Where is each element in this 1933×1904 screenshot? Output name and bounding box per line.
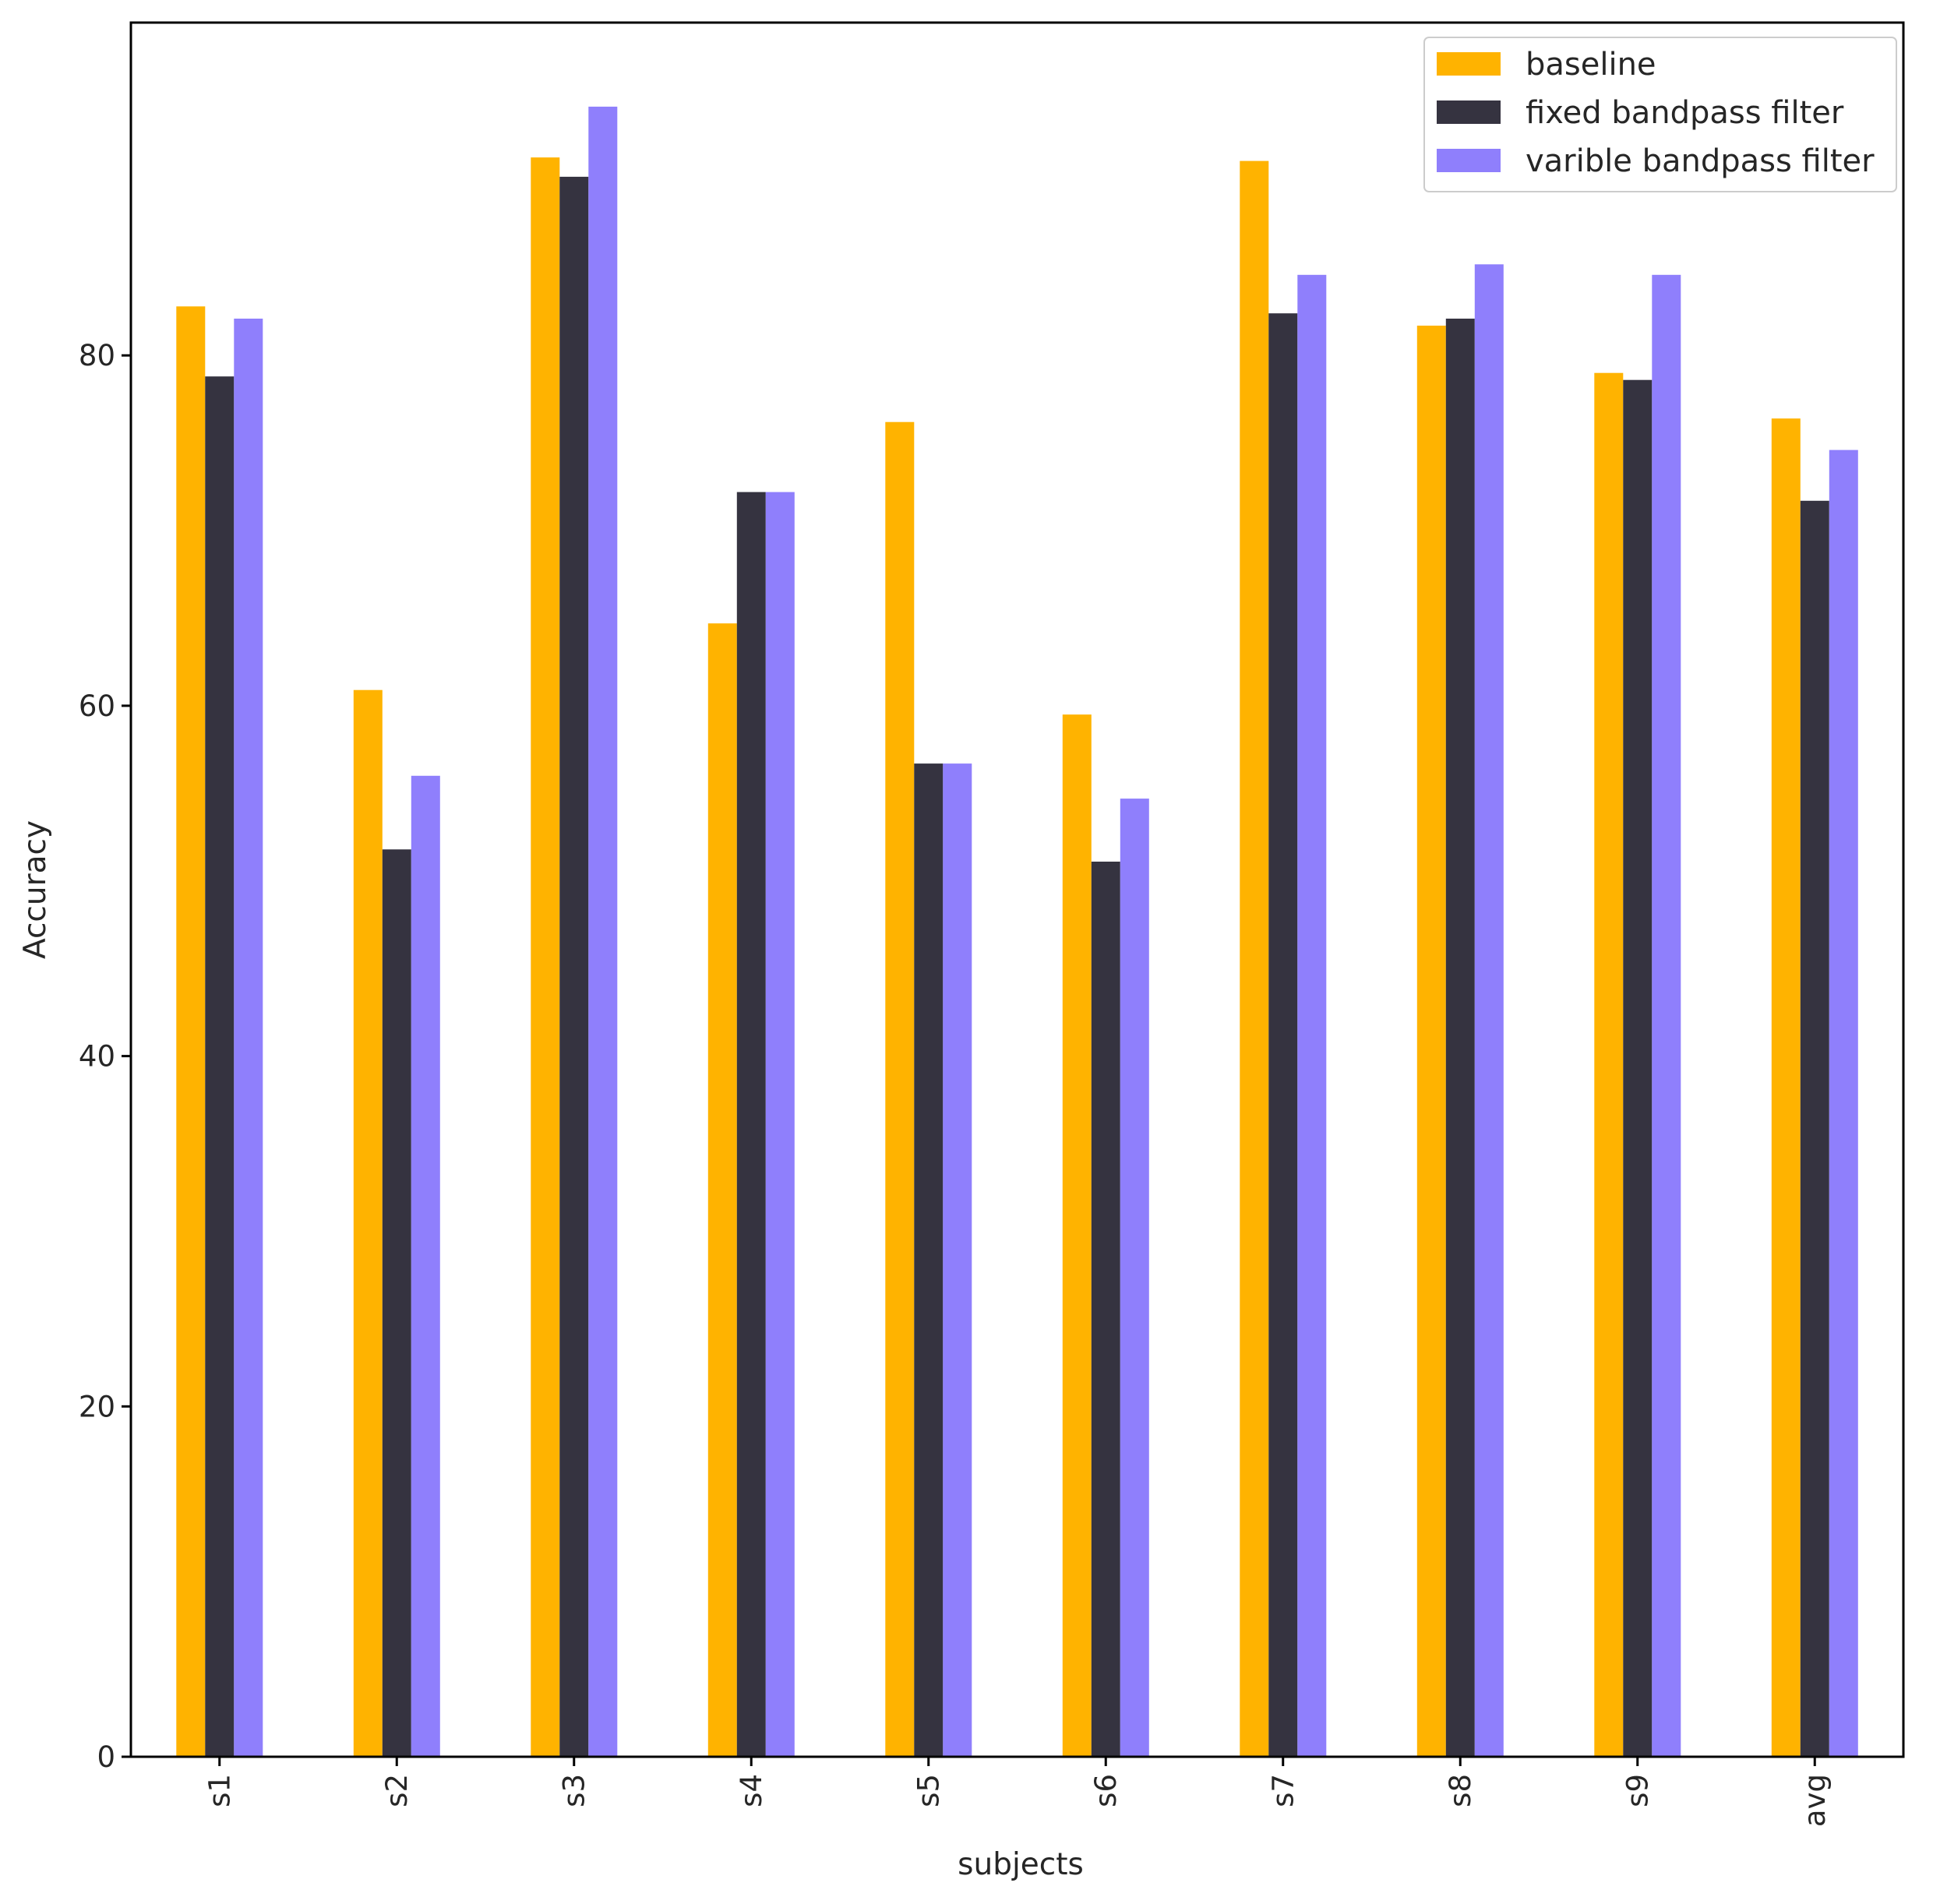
bar-s6-baseline <box>1062 714 1092 1758</box>
y-tick-label: 40 <box>79 1040 115 1074</box>
bar-s7-varible-bandpass-filter <box>1297 274 1327 1757</box>
y-axis-title: Accuracy <box>18 820 53 959</box>
y-tick-label: 80 <box>79 339 115 372</box>
bar-s6-fixed-bandpass-filter <box>1091 862 1120 1757</box>
bar-s8-fixed-bandpass-filter <box>1445 319 1475 1757</box>
y-tick-label: 60 <box>79 689 115 723</box>
legend: baseline fixed bandpass filter varible ban… <box>1423 37 1897 192</box>
y-tick-label: 20 <box>79 1390 115 1423</box>
bar-s2-varible-bandpass-filter <box>411 775 440 1757</box>
bar-s2-fixed-bandpass-filter <box>382 849 411 1757</box>
legend-box <box>1423 37 1897 192</box>
bar-s5-varible-bandpass-filter <box>943 763 972 1757</box>
bar-s9-varible-bandpass-filter <box>1652 274 1681 1757</box>
bar-s1-varible-bandpass-filter <box>234 319 263 1757</box>
bar-s1-fixed-bandpass-filter <box>205 376 235 1758</box>
legend-swatch <box>1437 52 1501 76</box>
bar-s6-varible-bandpass-filter <box>1120 799 1149 1757</box>
x-axis: s1 s2 s3 s4 s5 s6 s7 s8 s9 avg <box>203 1757 1832 1827</box>
x-tick-label: s8 <box>1444 1774 1477 1807</box>
x-tick-label: s1 <box>203 1774 236 1807</box>
legend-label: baseline <box>1526 47 1656 83</box>
x-axis-title: subjects <box>958 1847 1084 1882</box>
bar-s3-fixed-bandpass-filter <box>559 176 589 1757</box>
x-tick-label: s4 <box>735 1774 768 1807</box>
bar-s8-baseline <box>1416 326 1446 1757</box>
plot-area-frame <box>129 21 1905 1758</box>
legend-label: varible bandpass filter <box>1526 143 1875 179</box>
bar-s3-baseline <box>531 157 560 1757</box>
y-tick-label: 0 <box>97 1740 115 1774</box>
bar-s2-baseline <box>353 689 383 1758</box>
bar-s8-varible-bandpass-filter <box>1474 264 1504 1757</box>
bar-s9-fixed-bandpass-filter <box>1623 379 1653 1758</box>
x-tick-label: s5 <box>912 1774 945 1807</box>
bar-s5-fixed-bandpass-filter <box>914 763 944 1757</box>
bar-s4-baseline <box>707 623 737 1758</box>
legend-swatch <box>1437 100 1501 124</box>
x-tick-label: s2 <box>380 1774 414 1807</box>
bar-s3-varible-bandpass-filter <box>588 106 618 1758</box>
x-tick-label: s3 <box>557 1774 591 1807</box>
bar-s7-fixed-bandpass-filter <box>1268 313 1298 1758</box>
x-tick-label: s7 <box>1266 1774 1300 1807</box>
bar-avg-varible-bandpass-filter <box>1829 450 1858 1757</box>
bar-avg-fixed-bandpass-filter <box>1800 500 1829 1757</box>
bar-s4-varible-bandpass-filter <box>765 492 795 1757</box>
x-tick-label: s9 <box>1621 1774 1654 1807</box>
bar-s5-baseline <box>885 421 915 1758</box>
bars-group <box>176 106 1858 1758</box>
legend-label: fixed bandpass filter <box>1526 95 1844 131</box>
bar-avg-baseline <box>1771 418 1801 1758</box>
bar-s9-baseline <box>1594 372 1624 1758</box>
x-tick-label: avg <box>1798 1774 1832 1827</box>
legend-swatch <box>1437 149 1501 172</box>
y-axis: 0 20 40 60 80 <box>79 339 131 1774</box>
bar-s4-fixed-bandpass-filter <box>736 492 766 1757</box>
bar-s1-baseline <box>176 306 206 1757</box>
bar-s7-baseline <box>1240 160 1269 1757</box>
x-tick-label: s6 <box>1089 1774 1123 1807</box>
